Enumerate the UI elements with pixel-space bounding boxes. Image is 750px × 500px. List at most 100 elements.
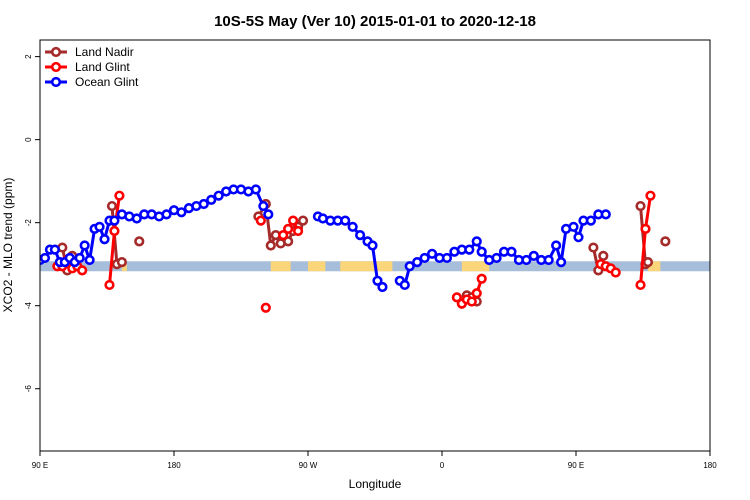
x-tick-label: 90 W [299,461,318,470]
data-point [476,246,487,257]
legend-item: Land Glint [45,60,130,74]
data-point [466,296,477,307]
data-point [419,252,430,264]
data-point [528,250,539,261]
data-point [74,252,85,264]
data-point [258,200,269,212]
data-point [451,292,462,303]
data-point [441,252,453,264]
data-point [176,207,187,218]
legend-label: Ocean Glint [75,75,139,89]
land-band-segment [340,261,393,272]
data-point [404,261,415,272]
data-point [99,234,110,245]
land-band-segment [647,261,661,272]
data-point [283,236,294,247]
x-axis: 90 E 180 90 W 0 90 E 180 [32,451,717,470]
data-point [521,254,532,266]
data-point [377,281,388,293]
data-point [506,246,517,257]
x-tick-label: 180 [703,461,717,470]
data-point [265,240,276,251]
data-point [476,273,487,284]
x-tick-label: 90 E [568,461,584,470]
data-point [297,215,309,226]
data-point [263,209,274,220]
legend-marker [50,76,62,88]
data-point [635,279,646,291]
y-tick-label: -6 [24,385,33,393]
land-band-segment [308,261,326,272]
data-point [288,215,299,226]
data-point [260,302,271,313]
data-point [588,242,599,253]
data-point [642,257,654,268]
data-point [340,215,351,226]
y-tick-label: 2 [24,54,33,59]
land-band-segment [270,261,291,272]
data-point [134,236,145,247]
legend-item: Ocean Glint [45,75,139,89]
series-ocean-glint [40,184,611,293]
x-tick-label: 180 [167,461,181,470]
data-point [367,240,378,251]
data-point [114,190,125,201]
data-point [471,236,482,247]
legend-label: Land Glint [75,60,130,74]
data-point [104,279,115,291]
legend-label: Land Nadir [75,45,134,59]
data-point [471,288,482,299]
data-point [556,257,567,268]
y-tick-label: -4 [24,302,33,310]
x-axis-label: Longitude [349,477,402,491]
data-point [278,230,289,241]
data-point [79,240,90,251]
data-point [94,221,105,232]
y-axis-label: XCO2 - MLO trend (ppm) [1,178,15,313]
data-point [250,184,261,195]
series-layer [40,184,671,313]
data-point [426,248,438,259]
data-point [412,257,423,268]
data-point [491,252,502,264]
data-point [610,267,621,278]
x-tick-label: 90 E [32,461,48,470]
plot-area [39,39,711,452]
data-point [640,223,651,234]
data-point [635,200,646,212]
data-point [573,232,584,243]
data-point [543,254,554,266]
data-point [347,221,358,232]
land-band-segment [461,261,490,272]
data-point [600,209,611,220]
x-tick-label: 0 [440,461,445,470]
data-point [109,225,120,237]
data-point [598,250,609,261]
data-point [551,240,562,251]
legend-marker [50,61,62,73]
data-point [255,215,266,226]
data-point [568,221,579,232]
legend-marker [50,46,62,58]
data-point [131,213,142,224]
legend-item: Land Nadir [45,45,134,59]
data-point [161,209,172,220]
chart-title: 10S-5S May (Ver 10) 2015-01-01 to 2020-1… [214,13,536,30]
data-point [84,254,95,266]
data-point [213,190,224,201]
y-tick-label: -2 [24,219,33,227]
data-point [40,252,51,264]
data-point [283,223,294,234]
y-tick-label: 0 [24,137,33,142]
data-point [116,257,127,268]
data-point [109,215,120,226]
data-point [355,230,366,241]
data-point [77,265,88,276]
data-point [372,275,383,286]
data-point [645,190,656,201]
plot-frame [39,39,711,452]
data-point [49,244,60,255]
y-axis: 2 0 -2 -4 -6 [24,54,40,392]
